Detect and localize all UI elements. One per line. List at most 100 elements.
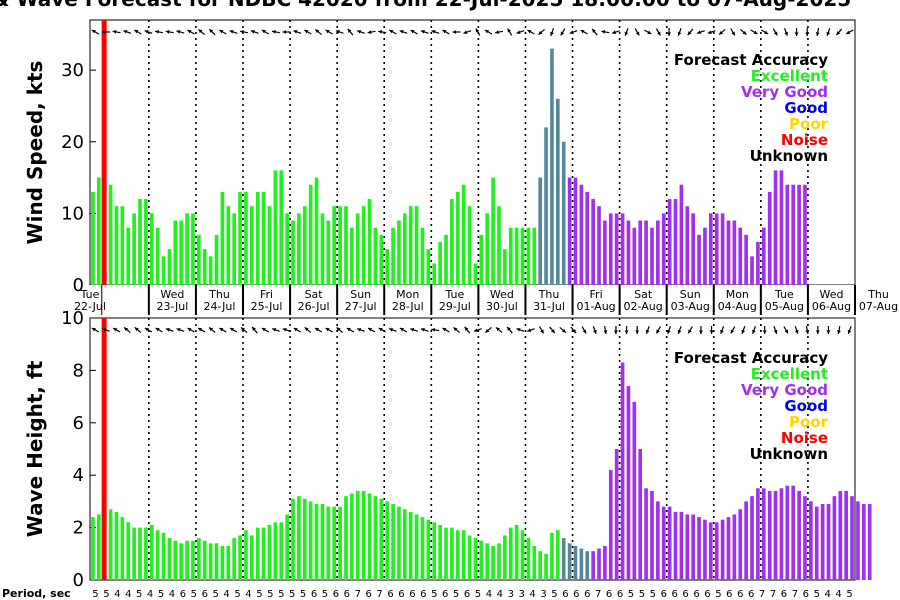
direction-arrow-head bbox=[569, 30, 574, 34]
data-bar bbox=[220, 191, 225, 285]
direction-arrow-head bbox=[742, 30, 747, 35]
data-bar bbox=[226, 206, 231, 285]
direction-arrow-head bbox=[442, 328, 447, 332]
day-of-week-label: Fri bbox=[260, 288, 273, 301]
data-bar bbox=[444, 527, 448, 580]
data-bar bbox=[202, 249, 207, 285]
data-bar bbox=[302, 498, 307, 580]
data-bar bbox=[661, 213, 666, 285]
data-bar bbox=[403, 509, 407, 580]
data-bar bbox=[444, 234, 448, 285]
data-bar bbox=[191, 213, 195, 285]
direction-arrow-head bbox=[677, 31, 682, 36]
period-value: 7 bbox=[770, 589, 776, 600]
data-bar bbox=[261, 527, 266, 580]
data-bar bbox=[638, 449, 643, 580]
data-bar bbox=[161, 532, 166, 580]
period-value: 3 bbox=[540, 589, 546, 600]
data-bar bbox=[197, 538, 201, 580]
data-bar bbox=[585, 551, 590, 580]
direction-arrow-head bbox=[667, 329, 671, 334]
y-tick-label: 0 bbox=[73, 570, 84, 591]
data-bar bbox=[579, 548, 584, 580]
direction-arrow-head bbox=[826, 31, 831, 36]
data-bar bbox=[361, 206, 366, 285]
date-label: 22-Jul bbox=[74, 300, 106, 313]
direction-arrow-head bbox=[836, 31, 841, 36]
data-bar bbox=[608, 469, 613, 580]
direction-arrow-head bbox=[187, 328, 192, 332]
data-bar bbox=[756, 488, 760, 580]
direction-arrow-head bbox=[601, 30, 606, 34]
period-value: 5 bbox=[278, 589, 284, 600]
data-bar bbox=[185, 213, 189, 285]
direction-arrow-head bbox=[784, 31, 788, 36]
data-bar bbox=[338, 506, 342, 580]
data-bar bbox=[767, 191, 772, 285]
data-bar bbox=[202, 540, 207, 580]
period-value: 7 bbox=[792, 589, 798, 600]
direction-arrow-head bbox=[198, 328, 203, 332]
data-bar bbox=[167, 249, 172, 285]
data-bar bbox=[450, 199, 454, 285]
day-of-week-label: Wed bbox=[490, 288, 514, 301]
data-bar bbox=[697, 517, 701, 580]
data-bar bbox=[367, 493, 372, 580]
direction-arrow-head bbox=[315, 29, 320, 34]
period-value: 5 bbox=[136, 589, 142, 600]
period-value: 5 bbox=[814, 589, 820, 600]
period-value: 6 bbox=[365, 589, 371, 600]
data-bar bbox=[361, 490, 366, 580]
period-value: 5 bbox=[453, 589, 459, 600]
data-bar bbox=[149, 213, 154, 285]
y-axis-label: Wave Height, ft bbox=[23, 360, 47, 537]
y-tick-label: 30 bbox=[61, 60, 84, 81]
data-bar bbox=[344, 206, 348, 285]
direction-arrow-head bbox=[252, 326, 256, 331]
data-bar bbox=[761, 227, 766, 285]
data-bar bbox=[302, 206, 307, 285]
period-value: 5 bbox=[846, 589, 852, 600]
period-value: 6 bbox=[202, 589, 208, 600]
day-of-week-label: Thu bbox=[867, 288, 889, 301]
direction-arrow-head bbox=[410, 30, 415, 34]
period-value: 4 bbox=[835, 589, 841, 600]
data-bar bbox=[432, 263, 437, 285]
legend-item: Poor bbox=[789, 413, 829, 431]
period-value: 4 bbox=[529, 589, 535, 600]
y-tick-label: 10 bbox=[61, 203, 84, 224]
data-bar bbox=[426, 249, 431, 285]
data-bar bbox=[285, 213, 289, 285]
data-bar bbox=[732, 514, 737, 580]
data-bar bbox=[455, 530, 460, 580]
direction-arrow-head bbox=[485, 328, 490, 333]
data-bar bbox=[673, 199, 678, 285]
direction-arrow-head bbox=[612, 30, 617, 34]
data-bar bbox=[179, 543, 184, 580]
direction-arrow-head bbox=[165, 328, 170, 332]
direction-arrow-head bbox=[647, 30, 652, 34]
direction-arrow-head bbox=[474, 328, 479, 332]
data-bar bbox=[703, 519, 707, 580]
direction-arrow-head bbox=[176, 328, 181, 332]
period-value: 5 bbox=[431, 589, 437, 600]
y-tick-label: 6 bbox=[73, 413, 84, 434]
data-bar bbox=[238, 191, 242, 285]
period-value: 5 bbox=[639, 589, 645, 600]
data-bar bbox=[279, 522, 284, 580]
direction-arrow-head bbox=[507, 326, 511, 331]
day-of-week-label: Wed bbox=[160, 288, 184, 301]
data-bar bbox=[132, 527, 136, 580]
direction-arrow-head bbox=[357, 30, 362, 34]
data-bar bbox=[514, 524, 519, 580]
date-label: 04-Aug bbox=[718, 300, 757, 313]
period-value: 6 bbox=[584, 589, 590, 600]
period-value: 6 bbox=[573, 589, 579, 600]
period-value: 4 bbox=[486, 589, 492, 600]
direction-arrow-head bbox=[155, 30, 159, 34]
period-value: 5 bbox=[103, 589, 109, 600]
date-label: 07-Aug bbox=[859, 300, 898, 313]
direction-arrow-head bbox=[314, 328, 319, 332]
period-value: 6 bbox=[737, 589, 743, 600]
direction-arrow-head bbox=[378, 30, 383, 34]
